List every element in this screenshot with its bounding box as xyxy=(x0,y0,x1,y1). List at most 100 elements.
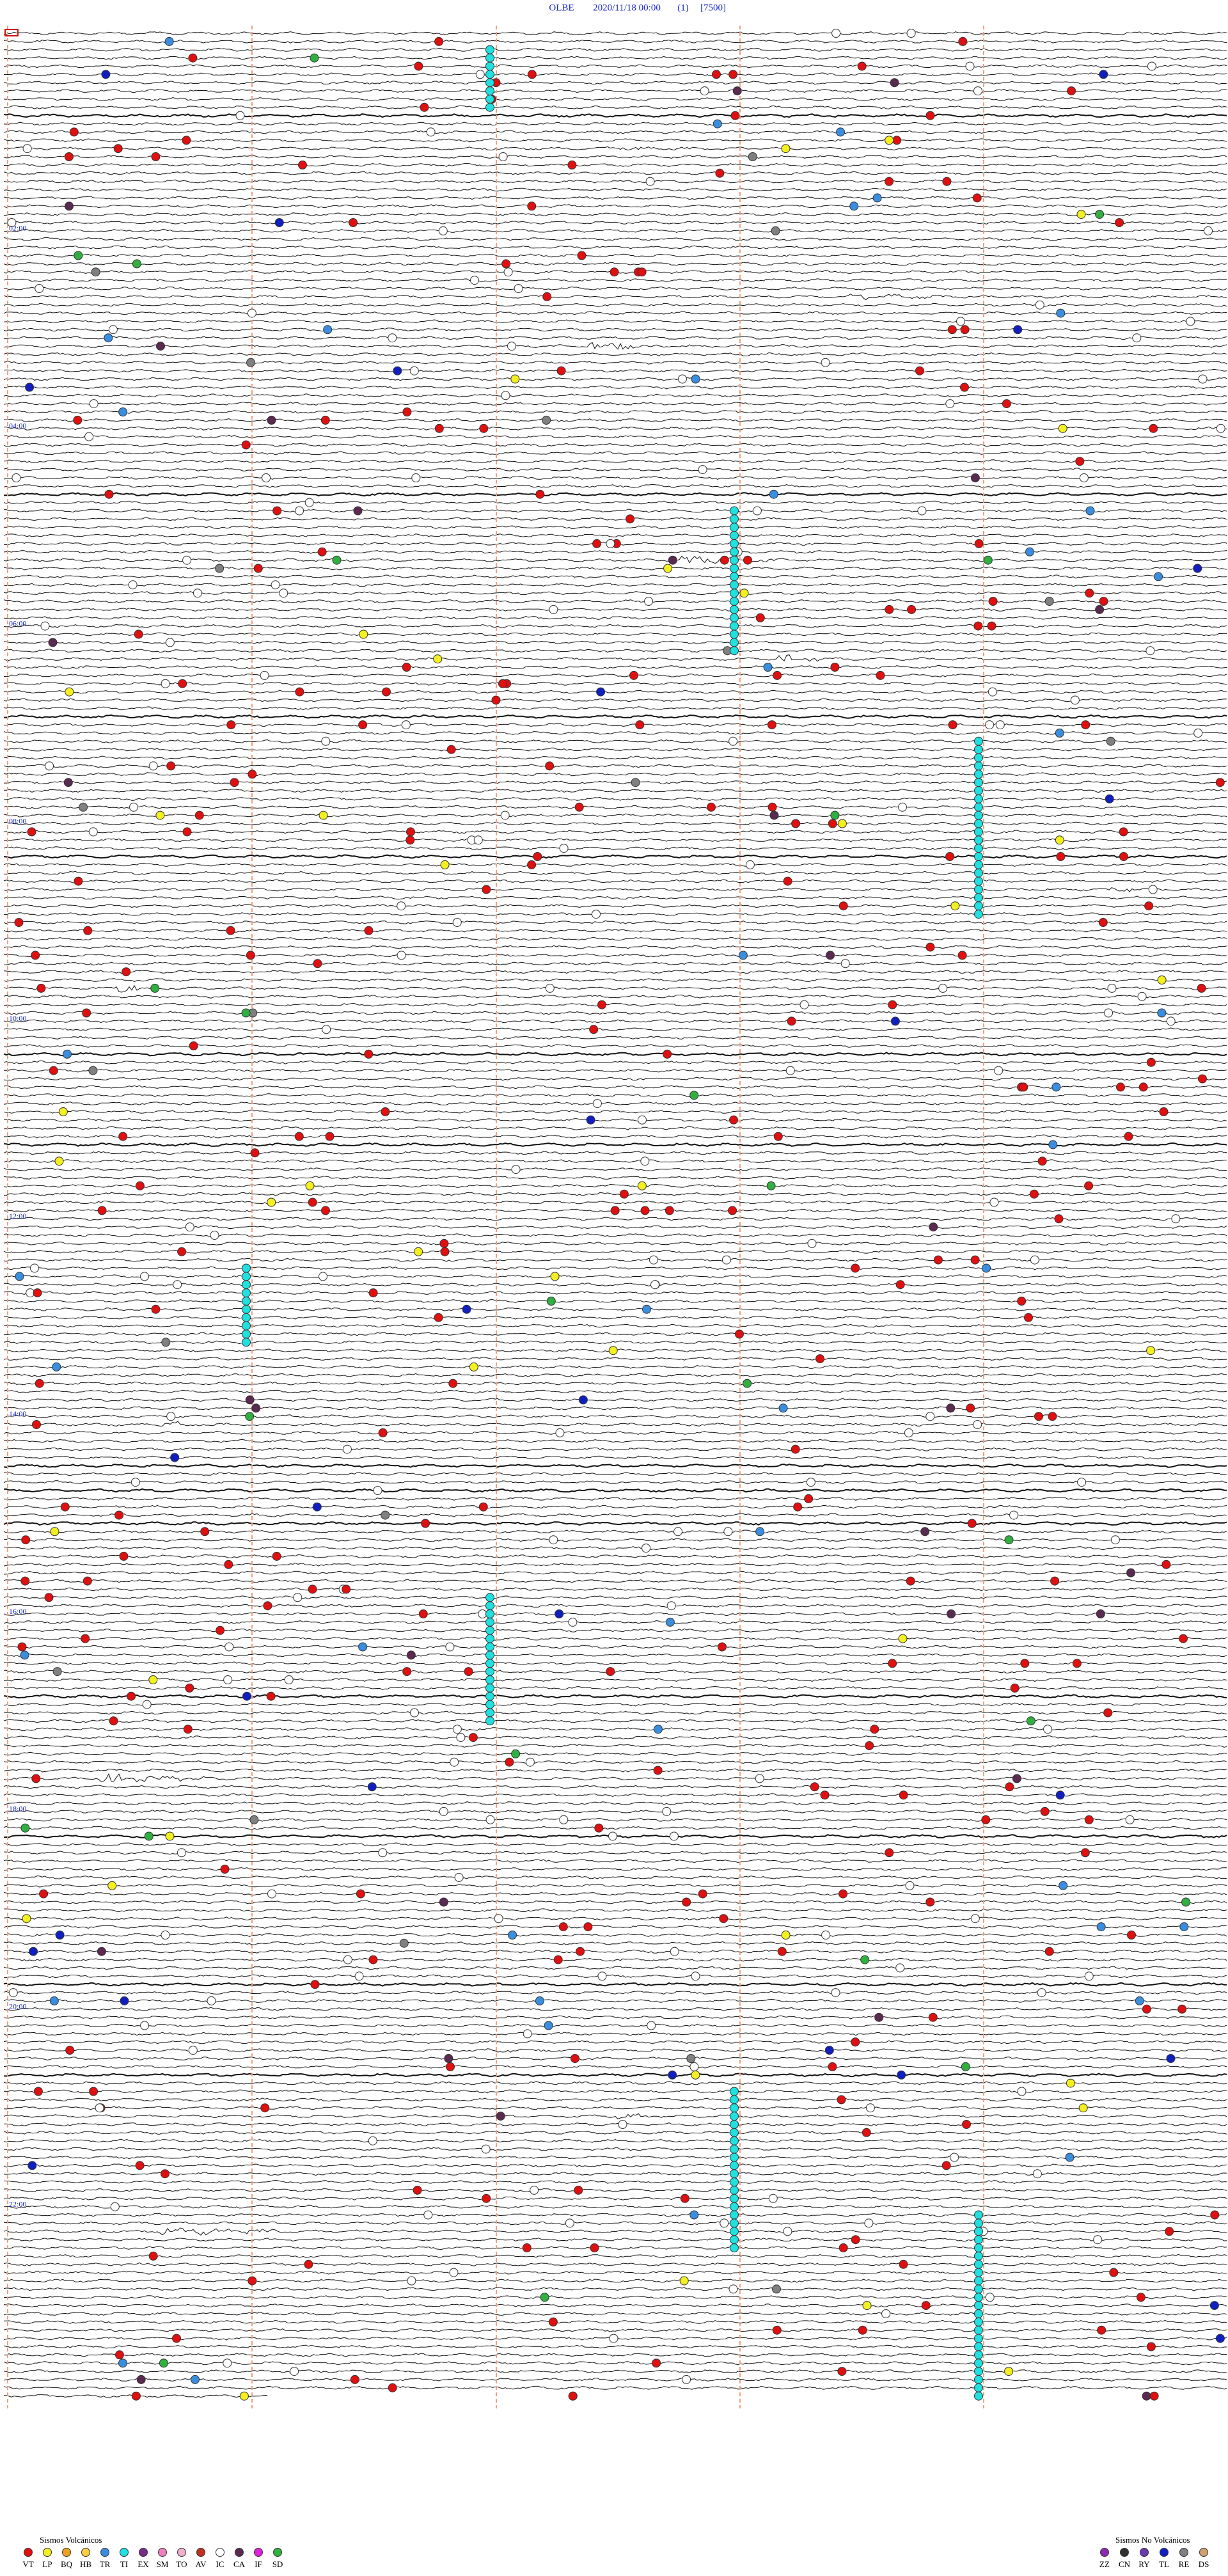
event-marker xyxy=(414,1247,423,1256)
event-marker xyxy=(970,1914,980,1924)
event-marker xyxy=(906,1576,915,1586)
trace xyxy=(3,1463,1227,1468)
event-marker xyxy=(527,860,537,869)
event-marker xyxy=(1124,1132,1133,1141)
event-marker xyxy=(119,1551,129,1561)
event-marker xyxy=(310,1980,320,1989)
trace xyxy=(3,2369,1227,2374)
trace xyxy=(3,2303,1227,2308)
event-marker xyxy=(925,1897,935,1907)
trace xyxy=(3,278,1227,283)
event-marker xyxy=(609,2334,618,2343)
event-marker xyxy=(29,1947,38,1956)
trace xyxy=(3,1019,1227,1023)
trace xyxy=(3,1332,1227,1336)
trace xyxy=(3,122,1227,126)
event-marker xyxy=(421,1519,430,1528)
event-marker xyxy=(730,2112,739,2121)
trace xyxy=(3,764,1227,768)
trace xyxy=(3,360,1227,365)
event-marker xyxy=(485,45,494,54)
event-marker xyxy=(947,1609,956,1618)
event-marker xyxy=(52,1362,61,1371)
event-marker xyxy=(1126,1568,1136,1577)
event-marker xyxy=(974,2309,983,2318)
trace xyxy=(3,2106,1227,2110)
event-marker xyxy=(356,1889,365,1899)
event-marker xyxy=(1204,226,1213,235)
event-marker xyxy=(1025,547,1034,557)
event-marker xyxy=(148,1675,158,1684)
event-marker xyxy=(962,2120,971,2129)
event-marker xyxy=(730,539,739,548)
event-marker xyxy=(781,1931,791,1940)
event-marker xyxy=(183,1725,193,1734)
event-marker xyxy=(548,2317,558,2327)
event-marker xyxy=(367,1782,377,1792)
event-marker xyxy=(1216,423,1225,433)
event-marker xyxy=(885,136,894,145)
trace xyxy=(3,1258,1227,1262)
event-marker xyxy=(549,604,558,614)
event-marker xyxy=(730,572,739,581)
event-marker xyxy=(84,432,94,441)
event-marker xyxy=(550,1272,560,1281)
event-marker xyxy=(118,407,128,416)
event-marker xyxy=(892,136,902,145)
event-marker xyxy=(131,2391,141,2401)
event-marker xyxy=(862,2301,872,2311)
event-marker xyxy=(446,2062,455,2071)
event-marker xyxy=(670,1947,679,1956)
event-marker xyxy=(241,440,251,450)
trace xyxy=(3,755,1227,760)
event-marker xyxy=(888,1659,897,1668)
legend-code: ZZ xyxy=(1099,2559,1110,2569)
event-marker xyxy=(973,1420,982,1429)
event-marker xyxy=(974,910,983,919)
event-marker xyxy=(310,53,319,63)
trace xyxy=(3,1233,1227,1238)
trace xyxy=(3,936,1227,941)
event-marker xyxy=(1115,218,1124,227)
trace xyxy=(4,1974,1227,1979)
trace xyxy=(3,377,1227,381)
event-marker xyxy=(242,1338,251,1347)
event-marker xyxy=(1154,572,1163,581)
event-marker xyxy=(498,152,508,161)
event-marker xyxy=(1075,457,1085,466)
trace xyxy=(3,1274,1227,1279)
trace xyxy=(3,89,1227,93)
event-marker xyxy=(608,1831,617,1841)
trace xyxy=(3,1620,1227,1624)
event-marker xyxy=(730,2243,739,2252)
event-marker xyxy=(824,2046,834,2055)
event-marker xyxy=(210,1231,219,1240)
event-marker xyxy=(652,2359,661,2368)
trace xyxy=(3,813,1227,818)
event-marker xyxy=(308,1197,317,1207)
trace xyxy=(3,1859,1227,1863)
trace xyxy=(3,204,1227,209)
event-marker xyxy=(358,1642,368,1652)
event-marker xyxy=(1013,325,1023,335)
event-marker xyxy=(629,670,638,680)
event-marker xyxy=(242,1263,251,1273)
event-marker xyxy=(508,1931,517,1940)
event-marker xyxy=(682,1897,691,1907)
event-marker xyxy=(730,564,739,573)
event-marker xyxy=(961,2062,970,2071)
event-marker xyxy=(673,1527,682,1537)
event-marker xyxy=(452,918,462,927)
event-marker xyxy=(118,2359,127,2368)
trace xyxy=(3,352,1227,356)
event-marker xyxy=(485,1675,494,1684)
event-marker xyxy=(501,391,510,400)
event-marker xyxy=(663,1049,672,1059)
trace xyxy=(3,2032,1227,2036)
legend-dot xyxy=(43,2548,52,2557)
hour-label: 20:00 xyxy=(9,2002,26,2011)
event-marker xyxy=(942,177,952,186)
trace xyxy=(3,1760,1227,1764)
trace xyxy=(3,1883,1227,1888)
event-marker xyxy=(542,292,552,301)
